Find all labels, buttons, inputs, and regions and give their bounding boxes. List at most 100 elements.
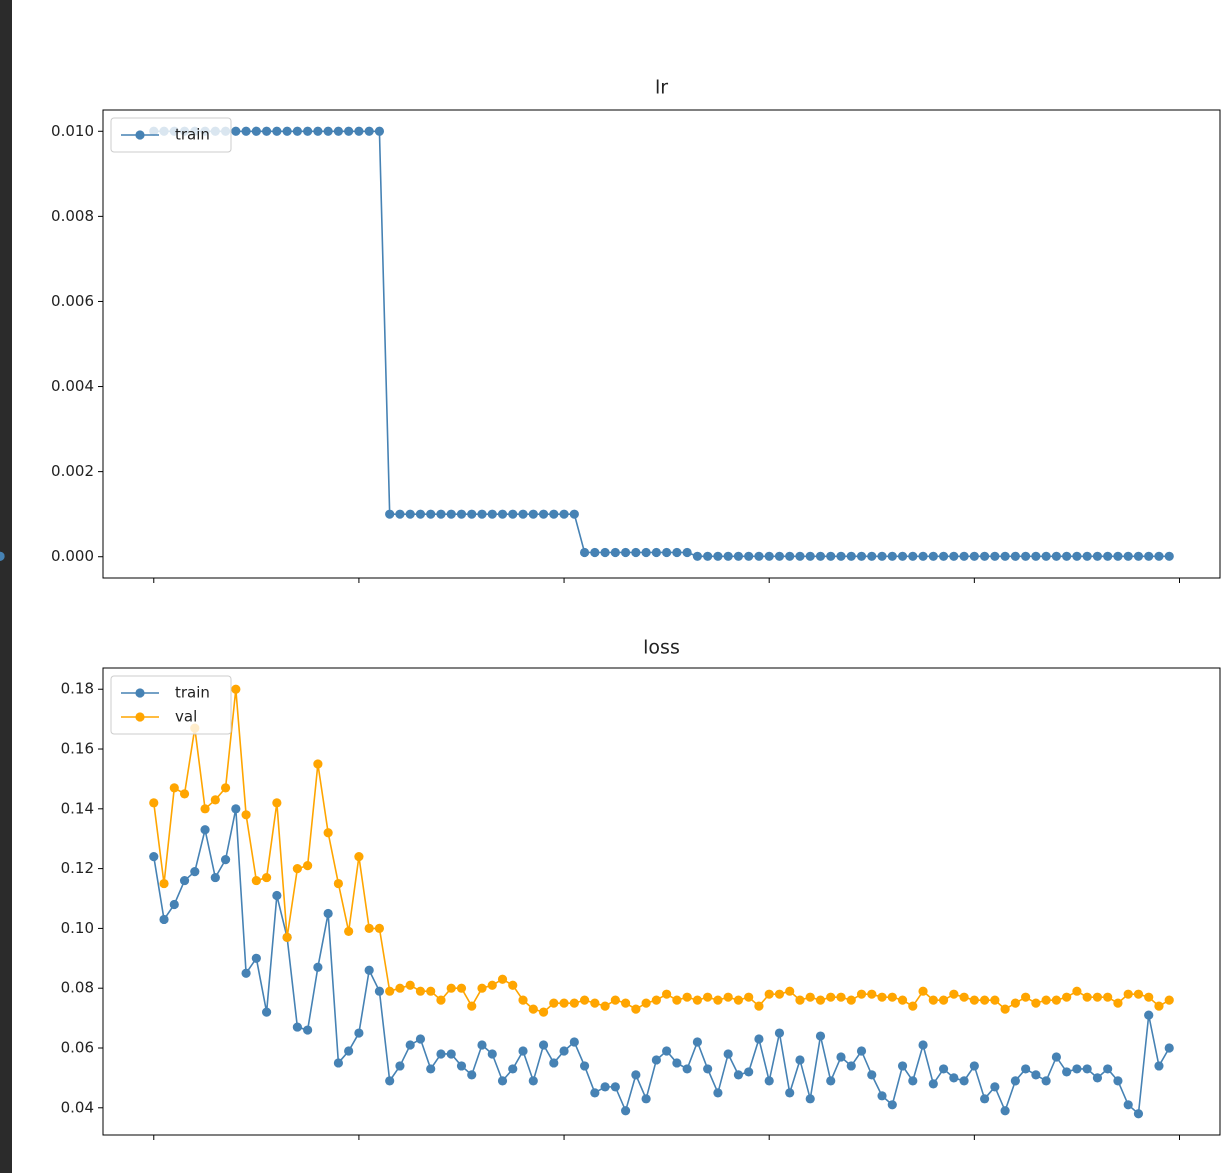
data-point	[446, 509, 456, 519]
data-point	[856, 989, 867, 999]
data-point	[385, 509, 395, 519]
data-point	[1031, 998, 1041, 1008]
data-point	[764, 989, 774, 999]
data-point	[733, 1070, 744, 1080]
y-tick-label: 0.004	[51, 377, 94, 395]
data-point	[600, 1082, 610, 1092]
subplot: loss 0.04 0.06 0.08 0.10 0.12 0.14 0.16 0.18 trai…	[61, 637, 1221, 1140]
data-point	[836, 1052, 846, 1062]
data-point	[169, 899, 179, 910]
data-point	[528, 1076, 538, 1086]
data-point	[497, 1076, 508, 1086]
data-point	[1103, 551, 1113, 561]
data-point	[354, 852, 364, 862]
data-point	[159, 914, 169, 925]
data-point	[651, 995, 661, 1005]
data-point	[764, 551, 774, 561]
data-point	[374, 986, 385, 996]
data-point	[179, 875, 190, 886]
data-point	[1133, 551, 1144, 561]
data-point	[1000, 551, 1010, 561]
series-line	[152, 808, 1170, 1116]
data-point	[805, 992, 815, 1002]
data-point	[344, 926, 354, 936]
data-point	[190, 867, 200, 877]
data-point	[867, 1070, 877, 1080]
data-point	[590, 547, 600, 558]
data-point	[631, 1070, 641, 1080]
data-point	[1154, 1001, 1164, 1011]
data-point	[662, 989, 672, 999]
data-point	[1082, 1064, 1092, 1074]
data-point	[323, 126, 333, 136]
data-point	[1103, 992, 1113, 1002]
data-point	[385, 1076, 395, 1086]
data-point	[672, 547, 682, 558]
data-point	[149, 798, 159, 808]
data-point	[1000, 1106, 1010, 1116]
data-point	[1164, 1043, 1174, 1053]
data-point	[692, 995, 702, 1005]
data-point	[887, 992, 897, 1002]
data-point	[1082, 992, 1092, 1002]
data-point	[1144, 1010, 1154, 1020]
y-tick-label: 0.08	[61, 979, 94, 997]
data-point	[333, 878, 344, 889]
data-point	[231, 126, 241, 136]
data-point	[744, 551, 754, 561]
data-point	[590, 998, 600, 1008]
data-point	[477, 1040, 487, 1050]
axes-frame	[102, 109, 1221, 579]
data-point	[785, 1088, 795, 1098]
data-point	[303, 126, 313, 136]
data-point	[282, 126, 292, 136]
data-point	[1041, 1076, 1051, 1086]
data-point	[1144, 992, 1154, 1002]
data-point	[969, 551, 979, 561]
subplot: lr 0.000 0.002 0.004 0.006 0.008 0.010 train	[0, 77, 1221, 583]
data-point	[969, 1061, 979, 1071]
data-point	[918, 1040, 928, 1050]
data-point	[518, 509, 528, 519]
data-point	[538, 1007, 549, 1017]
data-point	[569, 998, 579, 1008]
data-point	[1133, 989, 1144, 999]
data-point	[354, 1028, 364, 1038]
data-point	[938, 1064, 949, 1074]
data-point	[795, 551, 805, 561]
data-point	[497, 974, 508, 984]
data-point	[662, 547, 672, 558]
data-point	[1082, 551, 1092, 561]
data-point	[344, 1046, 354, 1056]
data-point	[621, 1106, 631, 1116]
data-point	[1062, 992, 1072, 1002]
data-point	[426, 509, 436, 519]
data-point	[559, 998, 569, 1008]
data-point	[754, 1034, 764, 1044]
data-point	[569, 1037, 579, 1047]
data-point	[1000, 1004, 1010, 1014]
data-point	[1010, 551, 1020, 561]
data-point	[877, 992, 887, 1002]
data-point	[487, 509, 497, 519]
data-point	[487, 980, 497, 990]
data-point	[518, 995, 528, 1005]
y-tick-label: 0.14	[61, 799, 94, 817]
y-tick-label: 0.04	[61, 1098, 94, 1116]
data-point	[1072, 551, 1082, 561]
data-point	[395, 983, 405, 993]
data-point	[231, 684, 241, 694]
data-point	[1144, 551, 1154, 561]
data-point	[272, 798, 282, 808]
data-point	[395, 1061, 405, 1071]
data-point	[928, 995, 938, 1005]
data-point	[990, 551, 1000, 561]
data-point	[436, 509, 446, 519]
data-point	[651, 547, 661, 558]
data-point	[251, 953, 261, 963]
data-point	[723, 551, 733, 561]
legend-marker	[135, 130, 145, 140]
data-point	[856, 551, 867, 561]
data-point	[282, 932, 292, 942]
